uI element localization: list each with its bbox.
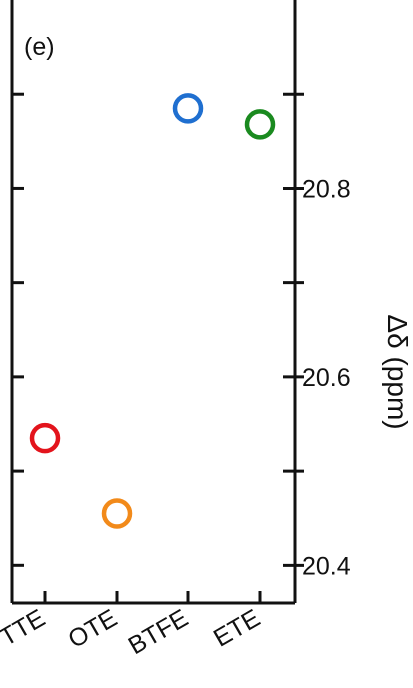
y-tick-label: 20.6 xyxy=(302,364,351,392)
y-axis-ticks: 20.4 20.6 20.8 xyxy=(12,92,351,580)
y-axis-title: Δδ (ppm) xyxy=(382,314,413,429)
y-tick-label: 20.4 xyxy=(302,552,351,580)
x-tick-label: OTE xyxy=(63,604,122,654)
data-point-ote xyxy=(101,498,133,529)
plot-frame xyxy=(10,0,297,605)
data-points xyxy=(29,93,276,529)
x-axis-ticks: TTE OTE BTFE ETE xyxy=(0,591,265,660)
x-tick-label: TTE xyxy=(0,604,50,652)
x-tick-label: ETE xyxy=(209,604,265,653)
data-point-ete xyxy=(244,109,276,140)
y-tick-label: 20.8 xyxy=(302,175,351,203)
data-point-btfe xyxy=(172,93,204,124)
panel-label: (e) xyxy=(24,33,55,61)
x-tick-label: BTFE xyxy=(124,604,193,660)
data-point-tte xyxy=(29,422,61,454)
